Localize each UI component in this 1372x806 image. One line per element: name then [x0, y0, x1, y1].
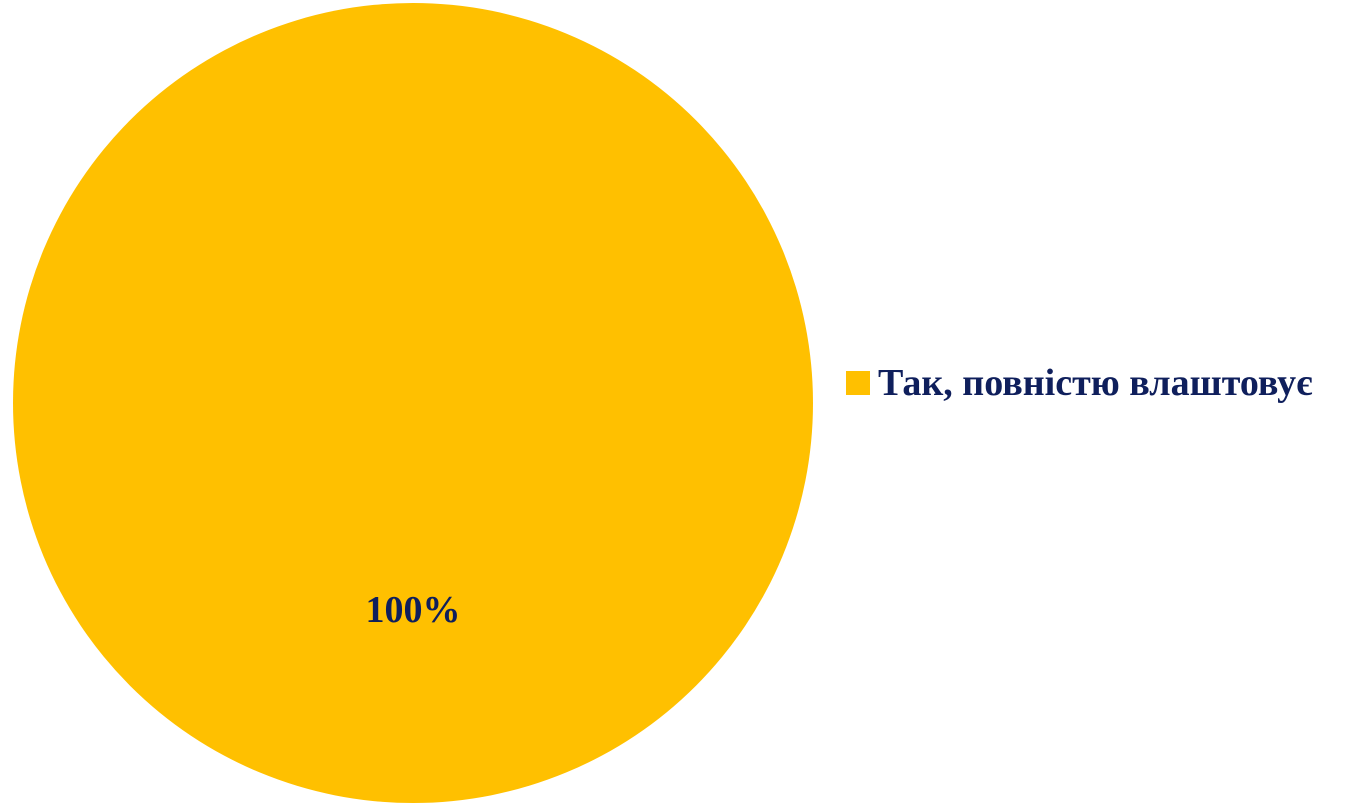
pie-slices	[13, 3, 813, 803]
pie-data-labels: 100%	[366, 589, 461, 631]
legend-label: Так, повністю влаштовує	[878, 362, 1313, 404]
legend-item: Так, повністю влаштовує	[846, 364, 1313, 402]
pie-data-label: 100%	[366, 589, 461, 631]
legend: Так, повністю влаштовує	[846, 364, 1313, 402]
legend-swatch	[846, 371, 870, 395]
pie-slice	[13, 3, 813, 803]
